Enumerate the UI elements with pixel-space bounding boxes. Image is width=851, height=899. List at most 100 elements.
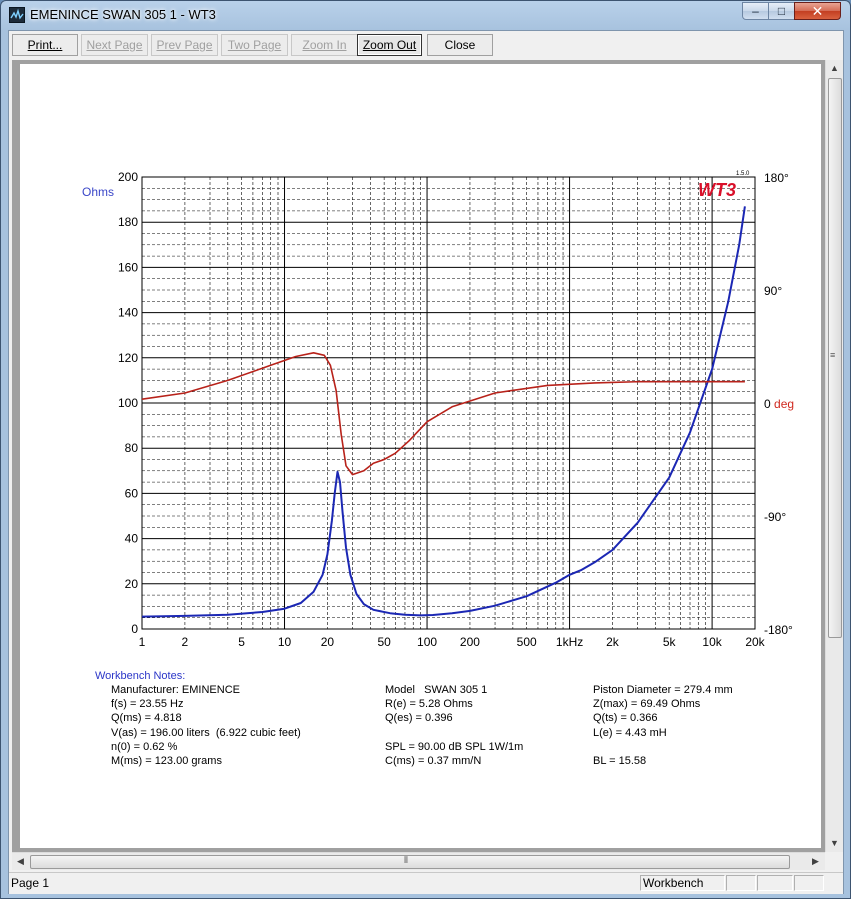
note-line: C(ms) = 0.37 mm/N [385, 754, 482, 767]
deg-unit-label: deg [774, 397, 794, 411]
phase-tick-label: 180° [764, 171, 789, 185]
x-tick-label: 10 [278, 635, 292, 649]
x-tick-label: 2k [606, 635, 620, 649]
next-page-button[interactable]: Next Page [81, 34, 148, 56]
note-line: Q(ms) = 4.818 [111, 712, 182, 725]
status-panel [757, 875, 793, 891]
note-line: Q(es) = 0.396 [385, 712, 453, 725]
phase-tick-value: -90° [764, 510, 786, 524]
horizontal-scrollbar[interactable]: ◀ ⦀ ▶ [12, 852, 825, 870]
note-line [385, 727, 523, 741]
note-line: Piston Diameter = 279.4 mm [593, 684, 733, 696]
y-tick-label: 60 [125, 486, 139, 500]
close-window-button[interactable]: ✕ [794, 2, 841, 20]
x-tick-label: 50 [377, 635, 391, 649]
app-icon [9, 7, 25, 23]
y-tick-label: 20 [125, 577, 139, 591]
zoom-in-button[interactable]: Zoom In [291, 34, 358, 56]
prev-page-button[interactable]: Prev Page [151, 34, 218, 56]
minimize-button[interactable]: – [742, 2, 769, 20]
scroll-left-icon[interactable]: ◀ [17, 856, 24, 866]
x-tick-label: 1kHz [556, 635, 583, 649]
y-tick-label: 40 [125, 532, 139, 546]
x-tick-label: 1 [139, 635, 146, 649]
grip-icon: ≡ [830, 350, 836, 360]
status-bar: Page 1 Workbench [9, 872, 843, 894]
scroll-right-icon[interactable]: ▶ [812, 856, 819, 866]
note-line: R(e) = 5.28 Ohms [385, 698, 473, 711]
scroll-down-icon[interactable]: ▼ [830, 838, 839, 848]
x-tick-label: 500 [517, 635, 537, 649]
impedance-series-line [141, 206, 746, 618]
plot-frame [141, 176, 756, 630]
note-line: n(0) = 0.62 % [111, 740, 178, 753]
note-line: BL = 15.58 [593, 754, 647, 767]
zoom-out-button[interactable]: Zoom Out [357, 34, 422, 56]
x-tick-label: 2 [182, 635, 189, 649]
ohms-axis-label: Ohms [82, 185, 114, 199]
print-preview-client: Print... Next Page Prev Page Two Page Zo… [8, 30, 844, 894]
x-tick-label: 100 [417, 635, 437, 649]
status-panel [794, 875, 824, 891]
x-tick-label: 5 [238, 635, 245, 649]
mode-panel: Workbench [640, 875, 725, 891]
maximize-button[interactable]: □ [768, 2, 795, 20]
phase-tick-label: -90° [764, 510, 786, 524]
status-panel [726, 875, 756, 891]
y-tick-label: 160 [118, 260, 138, 274]
y-tick-label: 140 [118, 306, 138, 320]
note-line: f(s) = 23.55 Hz [111, 698, 184, 711]
grip-icon: ⦀ [404, 855, 408, 865]
y-tick-label: 180 [118, 215, 138, 229]
version-label: 1.5.0 [736, 171, 750, 177]
y-tick-label: 120 [118, 351, 138, 365]
phase-series-line [141, 351, 745, 476]
two-page-button[interactable]: Two Page [221, 34, 288, 56]
y-tick-label: 200 [118, 170, 138, 184]
page-indicator: Page 1 [11, 876, 50, 890]
phase-tick-value: 0 [764, 397, 774, 411]
waveform-icon [10, 8, 24, 20]
close-button[interactable]: Close [427, 34, 493, 56]
title-bar[interactable]: EMENINCE SWAN 305 1 - WT3 – □ ✕ [1, 1, 850, 29]
close-icon: ✕ [811, 2, 824, 19]
phase-tick-label: 90° [764, 284, 782, 298]
x-tick-label: 200 [460, 635, 480, 649]
notes-column-1: Manufacturer: EMINENCE f(s) = 23.55 Hz Q(m… [111, 684, 301, 769]
y-tick-label: 100 [118, 396, 138, 410]
notes-column-2: Model SWAN 305 1 R(e) = 5.28 Ohms Q(es) = … [385, 684, 523, 769]
phase-tick-label: -180° [764, 623, 793, 637]
note-line: Z(max) = 69.49 Ohms [593, 698, 701, 711]
workbench-notes-heading: Workbench Notes: [95, 670, 186, 682]
note-line: Q(ts) = 0.366 [593, 712, 658, 725]
scroll-up-icon[interactable]: ▲ [830, 63, 839, 73]
phase-tick-label: 0 deg [764, 397, 794, 411]
notes-column-3: Piston Diameter = 279.4 mm Z(max) = 69.49… [593, 684, 733, 769]
vertical-scroll-thumb[interactable] [828, 78, 842, 638]
horizontal-scroll-thumb[interactable] [30, 855, 790, 869]
x-tick-label: 5k [663, 635, 677, 649]
preview-page: 200 180 160 140 120 100 80 60 40 20 0 180° 90° 0 deg -… [20, 64, 821, 848]
x-tick-label: 20k [745, 635, 765, 649]
note-line: Model SWAN 305 1 [385, 684, 488, 696]
grid-major [141, 177, 755, 629]
window-title: EMENINCE SWAN 305 1 - WT3 [30, 7, 216, 22]
note-line: V(as) = 196.00 liters (6.922 cubic feet) [111, 726, 301, 739]
note-line: Manufacturer: EMINENCE [111, 684, 240, 696]
note-line: SPL = 90.00 dB SPL 1W/1m [385, 740, 524, 753]
print-button[interactable]: Print... [12, 34, 78, 56]
maximize-icon: □ [777, 4, 786, 18]
x-tick-label: 20 [321, 635, 335, 649]
phase-tick-value: 90° [764, 284, 782, 298]
x-tick-label: 10k [702, 635, 722, 649]
note-line: M(ms) = 123.00 grams [111, 754, 222, 767]
note-line [593, 741, 733, 755]
vertical-scrollbar[interactable]: ▲ ≡ ▼ [825, 60, 843, 852]
preview-canvas: 200 180 160 140 120 100 80 60 40 20 0 180° 90° 0 deg -… [12, 60, 825, 852]
phase-tick-value: 180° [764, 171, 789, 185]
note-line: L(e) = 4.43 mH [593, 726, 667, 739]
chart-marks [141, 206, 746, 618]
